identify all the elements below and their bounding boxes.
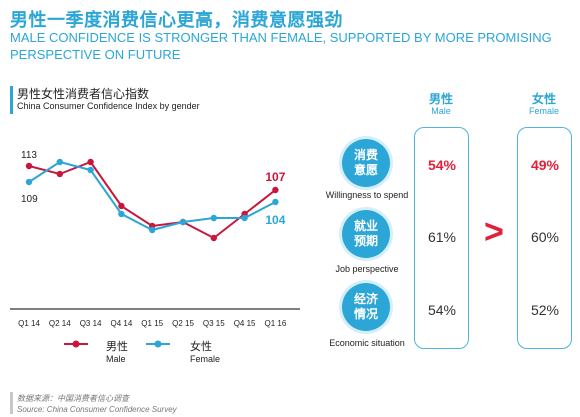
x-tick-label: Q1 15 bbox=[141, 319, 163, 328]
chart-title: 男性女性消费者信心指数 bbox=[17, 87, 150, 101]
female-column-sub: Female bbox=[528, 106, 559, 116]
source-en: Source: China Consumer Confidence Survey bbox=[17, 405, 177, 414]
data-point bbox=[179, 218, 187, 226]
willingness-female-value: 49% bbox=[530, 157, 560, 173]
economic-circle: 经济 情况 bbox=[342, 283, 390, 331]
legend-male-cn: 男性 bbox=[106, 341, 128, 353]
chart-subtitle: China Consumer Confidence Index by gende… bbox=[17, 101, 200, 111]
x-tick-label: Q1 14 bbox=[18, 319, 40, 328]
data-point bbox=[87, 158, 94, 166]
data-point bbox=[210, 234, 217, 242]
x-tick-label: Q2 14 bbox=[49, 319, 71, 328]
data-point bbox=[87, 166, 94, 174]
job-female-value: 60% bbox=[530, 229, 560, 245]
male-column-head: 男性 bbox=[428, 92, 453, 106]
data-point bbox=[56, 170, 63, 178]
economic-female-value: 52% bbox=[530, 302, 560, 318]
x-tick-label: Q1 16 bbox=[265, 319, 287, 328]
data-point bbox=[25, 178, 33, 186]
willingness-label: Willingness to spend bbox=[325, 190, 409, 200]
legend-female-en: Female bbox=[190, 354, 221, 364]
legend-male-marker bbox=[64, 340, 88, 348]
job-label: Job perspective bbox=[335, 264, 399, 274]
data-point bbox=[241, 214, 248, 222]
legend-female-cn: 女性 bbox=[190, 341, 212, 353]
data-point bbox=[272, 186, 279, 194]
job-circle-label: 就业 预期 bbox=[353, 219, 378, 248]
job-circle: 就业 预期 bbox=[342, 210, 390, 258]
legend-female-marker bbox=[146, 340, 170, 348]
data-label: 107 bbox=[265, 170, 285, 184]
page-title: 男性一季度消费信心更高，消费意愿强劲 bbox=[10, 10, 343, 30]
economic-male-value: 54% bbox=[427, 302, 457, 318]
greater-than-symbol: > bbox=[484, 213, 504, 251]
source-accent bbox=[10, 392, 13, 414]
source-note: 数据来源：中国消费者信心调查 Source: China Consumer Co… bbox=[17, 393, 177, 415]
willingness-circle: 消费 意愿 bbox=[342, 139, 390, 187]
economic-label: Economic situation bbox=[329, 338, 405, 348]
page-subtitle: MALE CONFIDENCE IS STRONGER THAN FEMALE,… bbox=[10, 30, 552, 62]
data-point bbox=[149, 226, 156, 234]
data-label: 109 bbox=[21, 194, 38, 205]
female-column-head: 女性 bbox=[531, 92, 556, 106]
x-tick-label: Q3 14 bbox=[80, 319, 102, 328]
data-point bbox=[118, 210, 125, 218]
female-column-box bbox=[517, 127, 572, 349]
male-column-sub: Male bbox=[431, 106, 451, 116]
x-tick-label: Q3 15 bbox=[203, 319, 225, 328]
source-cn: 数据来源：中国消费者信心调查 bbox=[17, 394, 129, 403]
x-tick-label: Q4 15 bbox=[234, 319, 256, 328]
data-point bbox=[118, 202, 125, 210]
data-point bbox=[272, 198, 279, 206]
willingness-male-value: 54% bbox=[427, 157, 457, 173]
data-point bbox=[210, 214, 217, 222]
line-chart: Q1 14 Q2 14 Q3 14 Q4 14 Q1 15 Q2 15 Q3 15 Q4 15… bbox=[10, 150, 300, 328]
job-male-value: 61% bbox=[427, 229, 457, 245]
x-tick-label: Q2 15 bbox=[172, 319, 194, 328]
legend-male-en: Male bbox=[106, 354, 126, 364]
data-point bbox=[56, 158, 63, 166]
data-point bbox=[25, 162, 33, 170]
chart-title-accent bbox=[10, 86, 13, 114]
x-tick-label: Q4 14 bbox=[111, 319, 133, 328]
data-label: 104 bbox=[265, 213, 285, 227]
data-label: 113 bbox=[21, 150, 37, 161]
willingness-circle-label: 消费 意愿 bbox=[353, 148, 378, 177]
male-column-box bbox=[414, 127, 469, 349]
economic-circle-label: 经济 情况 bbox=[353, 292, 378, 321]
